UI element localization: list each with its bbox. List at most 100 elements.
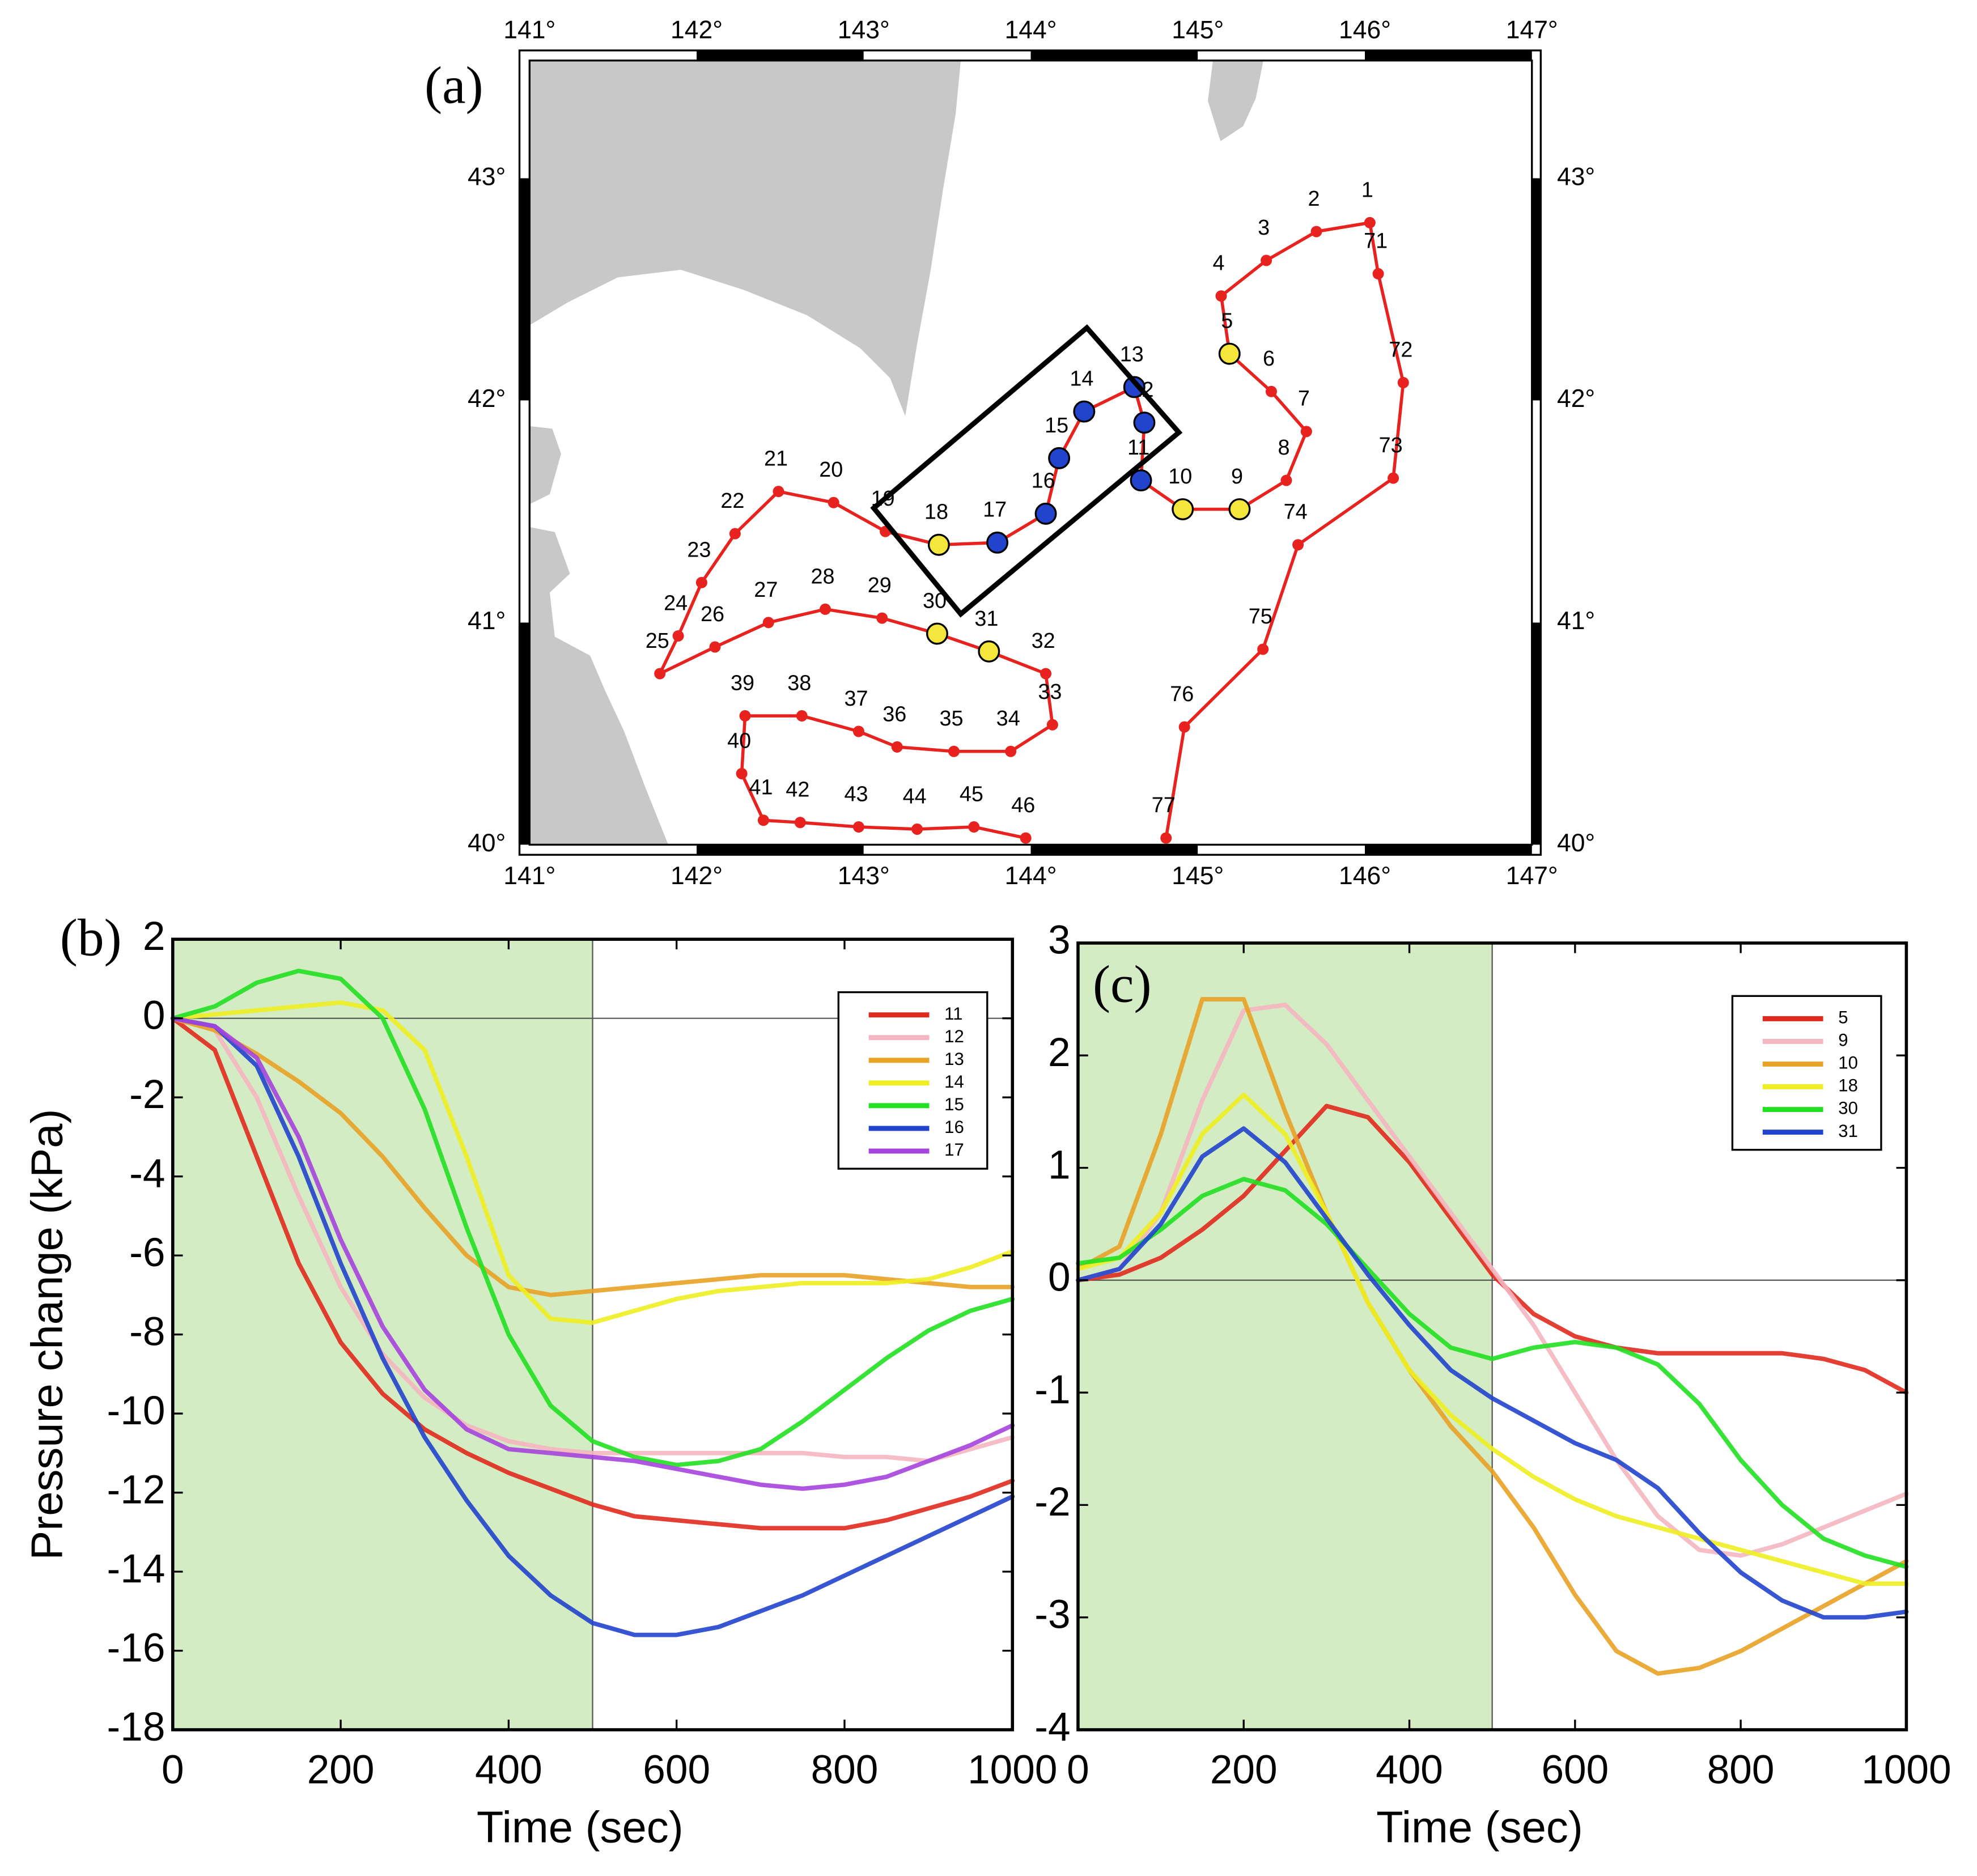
station-label: 28 bbox=[811, 565, 835, 588]
station-label: 4 bbox=[1213, 252, 1225, 275]
series-line bbox=[170, 1000, 1015, 1325]
station bbox=[1388, 472, 1399, 484]
station-label: 18 bbox=[924, 500, 948, 524]
station-label: 2 bbox=[1308, 187, 1320, 211]
plot-frame bbox=[1076, 941, 1908, 1731]
station bbox=[1020, 832, 1032, 844]
x-tick-label: 800 bbox=[811, 1747, 879, 1792]
x-tick-label: 1000 bbox=[968, 1747, 1057, 1792]
station bbox=[1300, 426, 1312, 438]
x-tick-label: 0 bbox=[162, 1747, 184, 1792]
y-tick-label: -14 bbox=[107, 1547, 166, 1591]
station-label: 39 bbox=[731, 671, 754, 695]
frame-bar bbox=[1030, 844, 1198, 855]
station-label: 17 bbox=[983, 498, 1007, 522]
frame-bar bbox=[1531, 400, 1541, 623]
station bbox=[828, 496, 839, 508]
y-tick-label: 0 bbox=[1048, 1255, 1071, 1300]
frame-bar bbox=[529, 50, 697, 61]
station-highlight bbox=[1133, 411, 1156, 434]
station-label: 31 bbox=[974, 607, 998, 631]
legend-label: 18 bbox=[1838, 1076, 1858, 1096]
legend-label: 11 bbox=[944, 1004, 962, 1024]
station bbox=[757, 814, 769, 826]
legend-label: 15 bbox=[944, 1094, 964, 1114]
frame-bar bbox=[697, 50, 864, 61]
station-label: 77 bbox=[1152, 793, 1176, 817]
station-label: 16 bbox=[1032, 469, 1055, 493]
y-tick-label: 0 bbox=[143, 993, 166, 1038]
land-east bbox=[1208, 60, 1263, 142]
lat-label: 40° bbox=[1557, 829, 1595, 857]
station bbox=[762, 617, 774, 629]
station bbox=[773, 486, 784, 498]
y-tick-label: -3 bbox=[1034, 1592, 1070, 1637]
series-line bbox=[170, 1016, 1015, 1491]
frame-bar bbox=[1531, 178, 1541, 401]
y-tick-label: 2 bbox=[1048, 1030, 1071, 1075]
station-label: 43 bbox=[844, 782, 868, 806]
station-label: 7 bbox=[1298, 387, 1310, 411]
station bbox=[1160, 832, 1172, 844]
series-line bbox=[1076, 1177, 1909, 1569]
frame-bar bbox=[1030, 50, 1198, 61]
station bbox=[796, 710, 808, 722]
station-label: 73 bbox=[1379, 434, 1403, 457]
lon-label: 143° bbox=[838, 16, 890, 44]
y-tick-label: -1 bbox=[1034, 1368, 1070, 1412]
frame-bar bbox=[1531, 60, 1541, 179]
station-label: 20 bbox=[819, 458, 843, 482]
station-label: 40 bbox=[727, 729, 751, 753]
series-line bbox=[1076, 1103, 1909, 1395]
station-label: 23 bbox=[687, 538, 711, 562]
map-frame bbox=[518, 49, 1542, 856]
station bbox=[739, 710, 751, 722]
legend-label: 12 bbox=[944, 1026, 964, 1046]
station-highlight bbox=[926, 622, 948, 645]
legend-label: 5 bbox=[1838, 1008, 1848, 1028]
station bbox=[1310, 226, 1322, 237]
station-label: 34 bbox=[996, 707, 1020, 731]
frame-bar bbox=[1531, 622, 1541, 845]
station bbox=[729, 528, 741, 540]
station-label: 1 bbox=[1361, 178, 1373, 202]
lat-label: 43° bbox=[1557, 163, 1595, 190]
station bbox=[672, 630, 684, 642]
station bbox=[1372, 268, 1384, 280]
series-line bbox=[1076, 1092, 1909, 1586]
y-tick-label: -6 bbox=[129, 1230, 165, 1275]
y-tick-label: -4 bbox=[129, 1151, 165, 1196]
frame-bar bbox=[1365, 844, 1532, 855]
x-axis-label: Time (sec) bbox=[477, 1803, 684, 1852]
legend-label: 17 bbox=[944, 1140, 964, 1160]
station-label: 35 bbox=[939, 707, 963, 731]
lon-label: 142° bbox=[671, 862, 723, 890]
lat-label: 41° bbox=[1557, 607, 1595, 635]
lon-label: 141° bbox=[503, 862, 555, 890]
station-label: 13 bbox=[1120, 342, 1144, 366]
frame-bar bbox=[697, 844, 864, 855]
x-axis-label: Time (sec) bbox=[1376, 1803, 1583, 1852]
lon-label: 141° bbox=[503, 16, 555, 44]
lat-label: 40° bbox=[468, 829, 506, 857]
y-tick-label: -8 bbox=[129, 1309, 165, 1354]
station bbox=[1292, 539, 1304, 551]
x-tick-label: 600 bbox=[1541, 1747, 1609, 1792]
lon-label: 143° bbox=[838, 862, 890, 890]
station bbox=[948, 745, 960, 757]
legend-label: 30 bbox=[1838, 1098, 1858, 1118]
x-tick-label: 600 bbox=[643, 1747, 710, 1792]
station-label: 42 bbox=[786, 778, 809, 802]
station-label: 72 bbox=[1389, 338, 1412, 362]
lat-label: 43° bbox=[468, 163, 506, 190]
station-label: 14 bbox=[1070, 367, 1093, 391]
y-tick-label: -2 bbox=[129, 1072, 165, 1117]
station-label: 26 bbox=[701, 602, 724, 626]
station-label: 5 bbox=[1221, 309, 1233, 333]
y-tick-label: -10 bbox=[107, 1389, 166, 1433]
station-label: 71 bbox=[1364, 229, 1388, 253]
y-tick-label: -18 bbox=[107, 1705, 166, 1750]
lat-label: 41° bbox=[468, 607, 506, 635]
